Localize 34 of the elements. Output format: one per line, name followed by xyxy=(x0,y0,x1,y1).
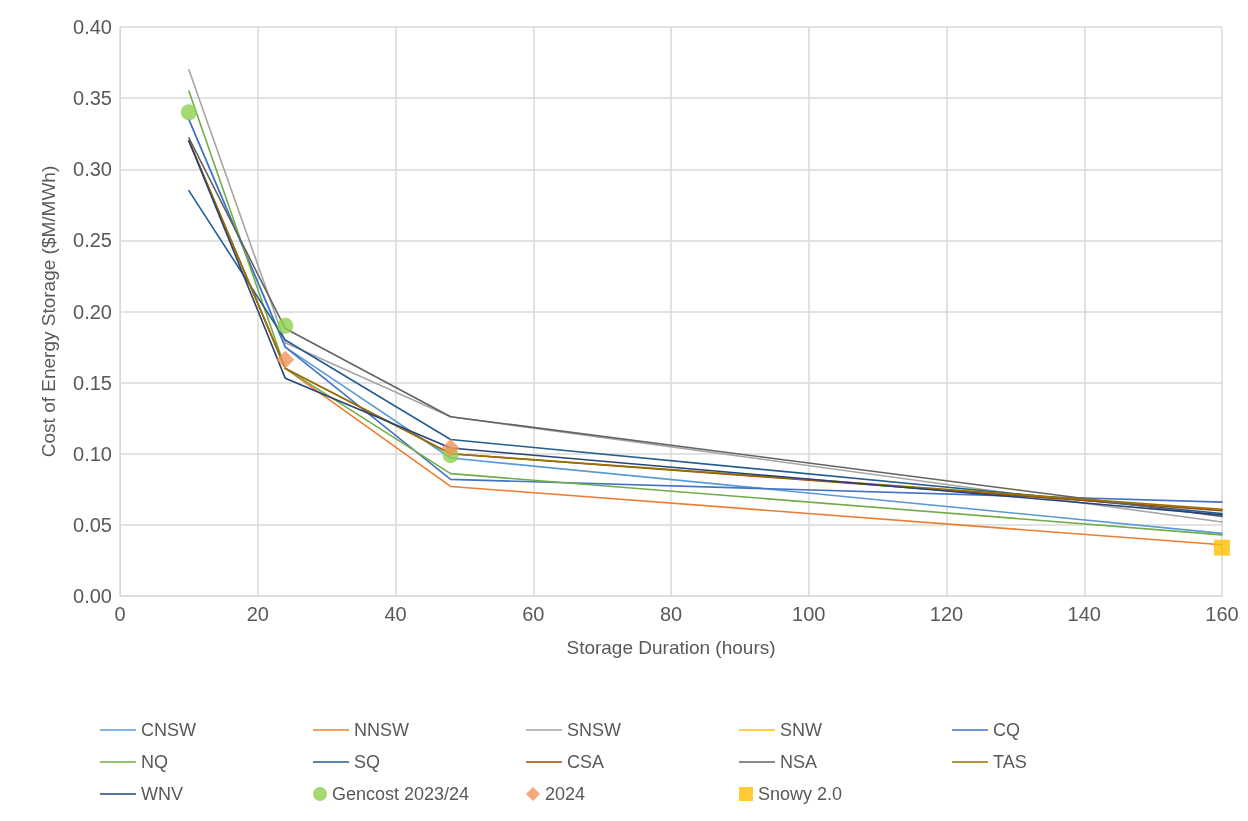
legend-label: NQ xyxy=(141,752,168,772)
legend-label: SQ xyxy=(354,752,381,772)
legend-label: Snowy 2.0 xyxy=(758,784,843,804)
x-tick-label: 80 xyxy=(659,603,683,625)
legend-label: CNSW xyxy=(141,720,196,740)
x-tick-label: 20 xyxy=(246,603,269,625)
legend-label: TAS xyxy=(993,752,1027,772)
legend-label: SNSW xyxy=(567,720,622,740)
x-tick-label: 120 xyxy=(929,603,964,625)
x-tick-label: 160 xyxy=(1205,603,1239,625)
x-tick-label: 60 xyxy=(522,603,545,625)
y-axis-title: Cost of Energy Storage ($M/MWh) xyxy=(38,165,59,458)
legend-label: CQ xyxy=(993,720,1020,740)
legend-label: NSA xyxy=(780,752,818,772)
x-tick-label: 40 xyxy=(384,603,407,625)
x-tick-label: 140 xyxy=(1067,603,1101,625)
y-tick-label: 0.15 xyxy=(73,371,112,394)
y-tick-label: 0.20 xyxy=(73,300,112,323)
y-tick-label: 0.00 xyxy=(73,585,112,607)
y-tick-label: 0.30 xyxy=(73,158,112,181)
x-tick-label: 100 xyxy=(792,603,826,625)
legend-label: 2024 xyxy=(545,784,586,804)
legend-label: WNV xyxy=(141,784,183,804)
legend-label: CSA xyxy=(567,752,605,772)
y-tick-label: 0.25 xyxy=(73,229,112,252)
legend-label: SNW xyxy=(780,720,822,740)
y-tick-label: 0.40 xyxy=(73,16,112,38)
legend-label: Gencost 2023/24 xyxy=(332,784,470,804)
y-tick-label: 0.10 xyxy=(73,442,112,465)
legend-label: NNSW xyxy=(354,720,409,740)
y-tick-label: 0.35 xyxy=(73,87,112,110)
x-axis-title: Storage Duration (hours) xyxy=(566,637,776,658)
x-tick-label: 0 xyxy=(114,603,126,625)
y-tick-label: 0.05 xyxy=(73,513,112,536)
